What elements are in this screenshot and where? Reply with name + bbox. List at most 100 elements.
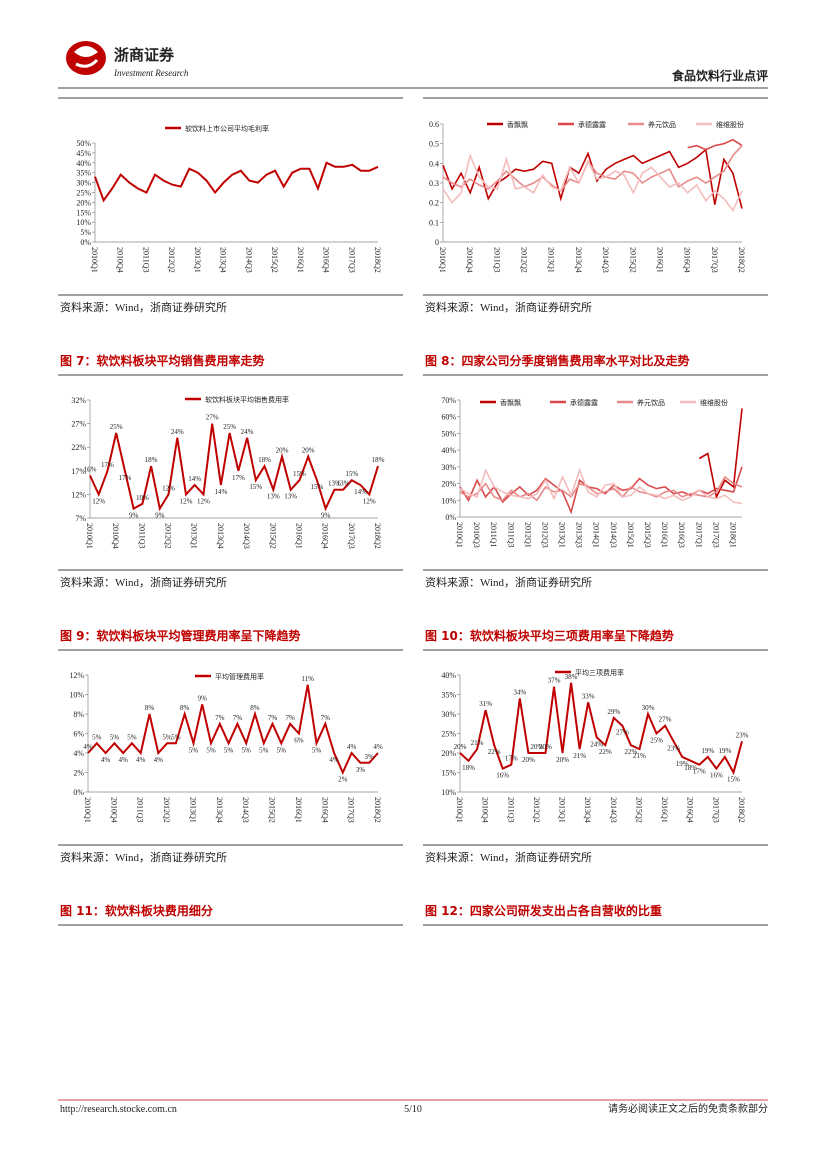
series-line — [94, 161, 379, 203]
y-tick-label: 40% — [441, 671, 456, 680]
value-label: 5% — [312, 746, 322, 754]
value-label: 5% — [277, 746, 287, 754]
x-tick-label: 2013Q4 — [583, 797, 592, 823]
x-tick-label: 2016Q3 — [677, 522, 686, 548]
y-tick-label: 30% — [441, 463, 456, 472]
legend-label: 维维股份 — [716, 120, 744, 129]
x-tick-label: 2014Q3 — [609, 522, 618, 548]
value-label: 22% — [488, 748, 501, 756]
legend-label: 软饮料板块平均销售费用率 — [205, 395, 289, 404]
x-tick-label: 2010Q4 — [465, 247, 474, 273]
x-tick-label: 2016Q1 — [655, 247, 664, 273]
x-tick-label: 2016Q4 — [321, 523, 330, 549]
y-tick-label: 12% — [71, 490, 86, 499]
x-tick-label: 2012Q2 — [520, 247, 529, 273]
x-tick-label: 2011Q3 — [137, 523, 146, 548]
y-tick-label: 25% — [441, 730, 456, 739]
x-tick-label: 2016Q4 — [683, 247, 692, 273]
value-label: 17% — [505, 755, 518, 763]
legend-label: 平均三项费用率 — [575, 668, 624, 677]
y-tick-label: 50% — [76, 139, 91, 148]
value-label: 5% — [259, 746, 269, 754]
x-tick-label: 2013Q1 — [547, 247, 556, 273]
value-label: 17% — [693, 768, 706, 776]
y-tick-label: 10% — [69, 691, 84, 700]
x-tick-label: 2011Q3 — [506, 797, 515, 822]
value-label: 5% — [242, 746, 252, 754]
y-tick-label: 35% — [441, 691, 456, 700]
value-label: 5% — [189, 746, 199, 754]
value-label: 4% — [101, 756, 111, 764]
value-label: 21% — [471, 739, 484, 747]
value-label: 33% — [582, 692, 595, 700]
value-label: 4% — [118, 756, 128, 764]
value-label: 4% — [154, 756, 164, 764]
x-tick-label: 2010Q1 — [455, 522, 464, 548]
value-label: 25% — [110, 423, 123, 431]
value-label: 11% — [301, 675, 314, 683]
x-tick-label: 2010Q4 — [109, 797, 118, 823]
y-tick-label: 45% — [76, 149, 91, 158]
value-label: 13% — [267, 493, 280, 501]
figure-caption: 图 7：软饮料板块平均销售费用率走势 — [60, 353, 265, 368]
logo — [66, 41, 106, 75]
source: 资料来源：Wind，浙商证券研究所 — [60, 300, 227, 314]
y-tick-label: 0.2 — [429, 199, 439, 208]
series-line — [687, 138, 743, 151]
value-label: 18% — [462, 764, 475, 772]
figure-caption: 图 10：软饮料板块平均三项费用率呈下降趋势 — [425, 628, 674, 643]
y-tick-label: 0.4 — [429, 159, 439, 168]
value-label: 12% — [180, 497, 193, 505]
y-tick-label: 10% — [441, 496, 456, 505]
value-label: 24% — [590, 740, 603, 748]
x-tick-label: 2018Q2 — [373, 247, 382, 273]
value-label: 34% — [513, 688, 526, 696]
value-label: 7% — [215, 714, 225, 722]
x-tick-label: 2017Q3 — [347, 523, 356, 549]
x-tick-label: 2015Q2 — [628, 247, 637, 273]
x-tick-label: 2017Q3 — [711, 797, 720, 823]
y-tick-label: 0.5 — [429, 140, 439, 149]
x-tick-label: 2010Q4 — [481, 797, 490, 823]
y-tick-label: 25% — [76, 189, 91, 198]
value-label: 5% — [206, 746, 216, 754]
value-label: 13% — [337, 480, 350, 488]
value-label: 9% — [155, 512, 165, 520]
value-label: 20% — [556, 756, 569, 764]
value-label: 16% — [84, 466, 97, 474]
value-label: 23% — [736, 731, 749, 739]
value-label: 18% — [258, 456, 271, 464]
value-label: 14% — [354, 488, 367, 496]
value-label: 16% — [496, 772, 509, 780]
value-label: 15% — [310, 483, 323, 491]
y-tick-label: 0.6 — [429, 120, 439, 129]
y-tick-label: 6% — [73, 730, 84, 739]
y-tick-label: 10% — [76, 218, 91, 227]
y-tick-label: 32% — [71, 396, 86, 405]
x-tick-label: 2012Q2 — [532, 797, 541, 823]
x-tick-label: 2013Q3 — [575, 522, 584, 548]
y-tick-label: 30% — [441, 710, 456, 719]
value-label: 20% — [539, 743, 552, 751]
value-label: 2% — [338, 776, 348, 784]
x-tick-label: 2013Q1 — [558, 797, 567, 823]
series-line — [698, 408, 743, 500]
x-tick-label: 2013Q4 — [215, 797, 224, 823]
x-tick-label: 2015Q2 — [270, 247, 279, 273]
value-label: 27% — [659, 716, 672, 724]
x-tick-label: 2013Q1 — [190, 523, 199, 549]
series-line — [459, 467, 743, 505]
y-tick-label: 35% — [76, 169, 91, 178]
series-line — [87, 684, 379, 775]
x-tick-label: 2014Q3 — [609, 797, 618, 823]
value-label: 20% — [454, 743, 467, 751]
y-tick-label: 2% — [73, 769, 84, 778]
x-tick-label: 2016Q1 — [294, 797, 303, 823]
value-label: 17% — [101, 461, 114, 469]
value-label: 3% — [365, 753, 375, 761]
x-tick-label: 2013Q1 — [193, 247, 202, 273]
x-tick-label: 2018Q2 — [737, 797, 746, 823]
value-label: 9% — [129, 512, 139, 520]
x-tick-label: 2013Q4 — [574, 247, 583, 273]
